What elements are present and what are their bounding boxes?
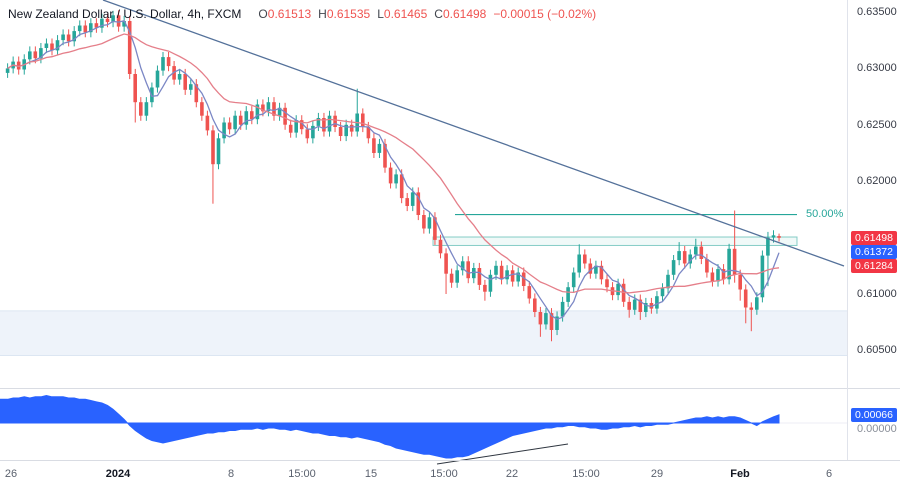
time-axis-label: 15 [364, 468, 378, 480]
price-tick-label: 0.62000 [857, 175, 897, 187]
price-tick-label: 0.62500 [857, 119, 897, 131]
time-axis-label: 6 [825, 468, 833, 480]
ma-fast-line[interactable] [7, 20, 780, 320]
price-tick-label: 0.63000 [857, 62, 897, 74]
time-axis-label: 8 [227, 468, 235, 480]
indicator-zero-label: 0.00000 [857, 422, 897, 435]
fib-zone-box[interactable] [432, 236, 798, 246]
time-axis-label: 26 [4, 468, 18, 480]
descending-trendline[interactable] [102, 0, 845, 267]
time-axis-label: 29 [650, 468, 664, 480]
ohlc-values: O0.61513 H0.61535 L0.61465 C0.61498 [251, 7, 486, 21]
ohlc-value: 0.61513 [267, 7, 312, 21]
support-zone[interactable] [0, 310, 847, 356]
ohlc-letter: H [318, 7, 327, 21]
ma-slow-value-badge: 0.61284 [851, 258, 897, 273]
time-axis-label: 22 [505, 468, 519, 480]
ohlc-letter: O [258, 7, 268, 21]
time-axis-label: 15:00 [288, 468, 316, 480]
fib-50-label[interactable]: 50.00% [806, 208, 844, 221]
time-axis-label: 2024 [105, 468, 131, 480]
chart-header: New Zealand Dollar / U.S. Dollar, 4h, FX… [8, 7, 596, 21]
time-axis-label: 15:00 [572, 468, 600, 480]
change-value: −0.00015 (−0.02%) [493, 7, 597, 21]
ohlc-letter: C [434, 7, 443, 21]
time-axis-label: Feb [730, 468, 750, 480]
symbol-title[interactable]: New Zealand Dollar / U.S. Dollar, 4h, FX… [8, 7, 242, 21]
price-tick-label: 0.60500 [857, 344, 897, 356]
ohlc-value: 0.61465 [383, 7, 428, 21]
ohlc-value: 0.61535 [326, 7, 371, 21]
ohlc-value: 0.61498 [442, 7, 487, 21]
price-tick-label: 0.63500 [857, 6, 897, 18]
time-axis-label: 15:00 [430, 468, 458, 480]
price-tick-label: 0.61000 [857, 288, 897, 300]
ma-slow-line[interactable] [7, 33, 780, 294]
ma-fast-value-badge: 0.61372 [851, 245, 897, 259]
indicator-value-badge: 0.00066 [851, 407, 897, 422]
candles-group [5, 10, 781, 342]
oscillator-area[interactable] [0, 394, 780, 459]
ohlc-letter: L [377, 7, 384, 21]
last-price-badge: 0.61498 [851, 230, 897, 245]
